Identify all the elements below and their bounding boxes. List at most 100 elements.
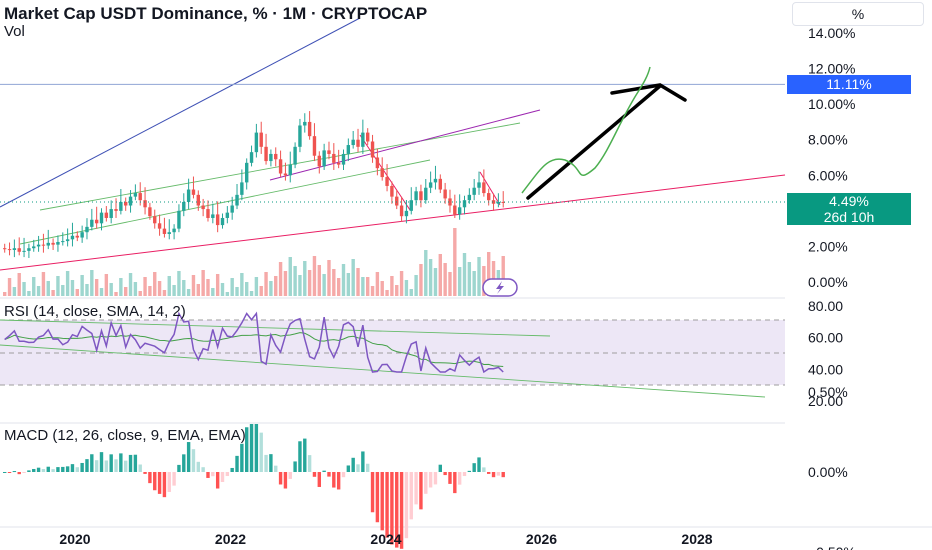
candle[interactable] — [487, 188, 491, 206]
candle[interactable] — [269, 149, 273, 167]
candle[interactable] — [61, 232, 65, 246]
candle[interactable] — [186, 178, 191, 210]
candle[interactable] — [41, 233, 46, 253]
candle[interactable] — [467, 188, 472, 204]
candle[interactable] — [254, 123, 259, 158]
candle[interactable] — [245, 158, 249, 190]
rsi-trendline-lower[interactable] — [0, 344, 766, 398]
candle[interactable] — [201, 198, 205, 217]
forecast-arrow-head[interactable] — [610, 83, 687, 102]
candle[interactable] — [114, 198, 118, 218]
candle[interactable] — [453, 194, 457, 218]
candle[interactable] — [99, 208, 104, 231]
candle[interactable] — [109, 200, 113, 224]
candle[interactable] — [172, 224, 176, 240]
candle[interactable] — [501, 191, 505, 208]
candle[interactable] — [215, 201, 220, 233]
candle[interactable] — [307, 111, 312, 140]
channel-line-lower[interactable] — [0, 174, 786, 271]
candle[interactable] — [390, 181, 394, 204]
candle[interactable] — [36, 235, 41, 252]
candle[interactable] — [472, 179, 476, 201]
candle[interactable] — [491, 193, 496, 211]
candle[interactable] — [341, 149, 346, 170]
candle[interactable] — [133, 184, 138, 201]
candle[interactable] — [85, 218, 89, 240]
rsi-trendline-upper[interactable] — [0, 319, 551, 337]
candle[interactable] — [414, 186, 418, 206]
candle[interactable] — [27, 243, 31, 258]
candle[interactable] — [457, 194, 462, 220]
candle[interactable] — [191, 176, 196, 199]
candle[interactable] — [206, 200, 210, 222]
candle[interactable] — [370, 134, 375, 163]
candle[interactable] — [264, 133, 268, 165]
candle[interactable] — [17, 237, 21, 256]
candle[interactable] — [94, 206, 99, 229]
candle[interactable] — [288, 151, 292, 183]
candle[interactable] — [65, 228, 70, 247]
trendline-purple[interactable] — [269, 109, 541, 181]
candle[interactable] — [104, 206, 109, 222]
candle[interactable] — [32, 239, 36, 252]
candle[interactable] — [385, 164, 389, 192]
candle[interactable] — [293, 142, 297, 169]
candle[interactable] — [438, 174, 442, 194]
forecast-arrow[interactable] — [526, 83, 687, 200]
candle[interactable] — [404, 200, 409, 224]
candle[interactable] — [274, 147, 278, 167]
candle[interactable] — [249, 145, 254, 167]
candle[interactable] — [496, 193, 501, 208]
candle[interactable] — [157, 214, 162, 236]
candle[interactable] — [7, 242, 12, 256]
candle[interactable] — [148, 202, 152, 220]
candle[interactable] — [366, 128, 370, 146]
candle[interactable] — [177, 204, 181, 233]
candle[interactable] — [225, 206, 230, 224]
candle[interactable] — [278, 150, 283, 178]
candle[interactable] — [90, 208, 94, 231]
candle[interactable] — [312, 123, 317, 162]
candle[interactable] — [12, 239, 17, 258]
candle[interactable] — [298, 118, 302, 153]
candle[interactable] — [196, 190, 200, 211]
candle[interactable] — [162, 217, 167, 238]
candle[interactable] — [211, 203, 215, 224]
candle[interactable] — [443, 182, 447, 204]
candle[interactable] — [182, 193, 186, 217]
candle[interactable] — [462, 195, 467, 215]
candle[interactable] — [303, 113, 307, 133]
candle[interactable] — [361, 119, 365, 154]
candle[interactable] — [259, 121, 263, 154]
candle[interactable] — [317, 151, 321, 174]
candle[interactable] — [80, 225, 84, 243]
candle[interactable] — [327, 141, 331, 160]
candle[interactable] — [124, 197, 128, 211]
candle[interactable] — [235, 184, 239, 210]
candle[interactable] — [283, 162, 288, 181]
candle[interactable] — [336, 149, 341, 169]
candle[interactable] — [153, 209, 157, 229]
trendline-red-2[interactable] — [479, 171, 501, 206]
lightning-icon[interactable] — [482, 278, 518, 297]
candle[interactable] — [375, 148, 380, 176]
candle[interactable] — [220, 213, 225, 229]
candle[interactable] — [332, 143, 336, 170]
candle[interactable] — [322, 143, 326, 170]
candle[interactable] — [3, 243, 7, 253]
candle[interactable] — [56, 235, 60, 252]
candle[interactable] — [448, 189, 452, 213]
candle[interactable] — [477, 171, 481, 195]
candle[interactable] — [419, 184, 423, 208]
candle[interactable] — [70, 222, 75, 247]
candle[interactable] — [46, 229, 50, 250]
channel-line-upper[interactable] — [0, 17, 361, 208]
forecast-arrow-shaft[interactable] — [526, 84, 662, 200]
candle[interactable] — [143, 187, 147, 215]
candle[interactable] — [51, 238, 55, 250]
candle[interactable] — [346, 138, 351, 162]
candle[interactable] — [482, 169, 486, 197]
candle[interactable] — [395, 190, 399, 210]
candle[interactable] — [380, 157, 384, 181]
candle[interactable] — [356, 128, 360, 153]
